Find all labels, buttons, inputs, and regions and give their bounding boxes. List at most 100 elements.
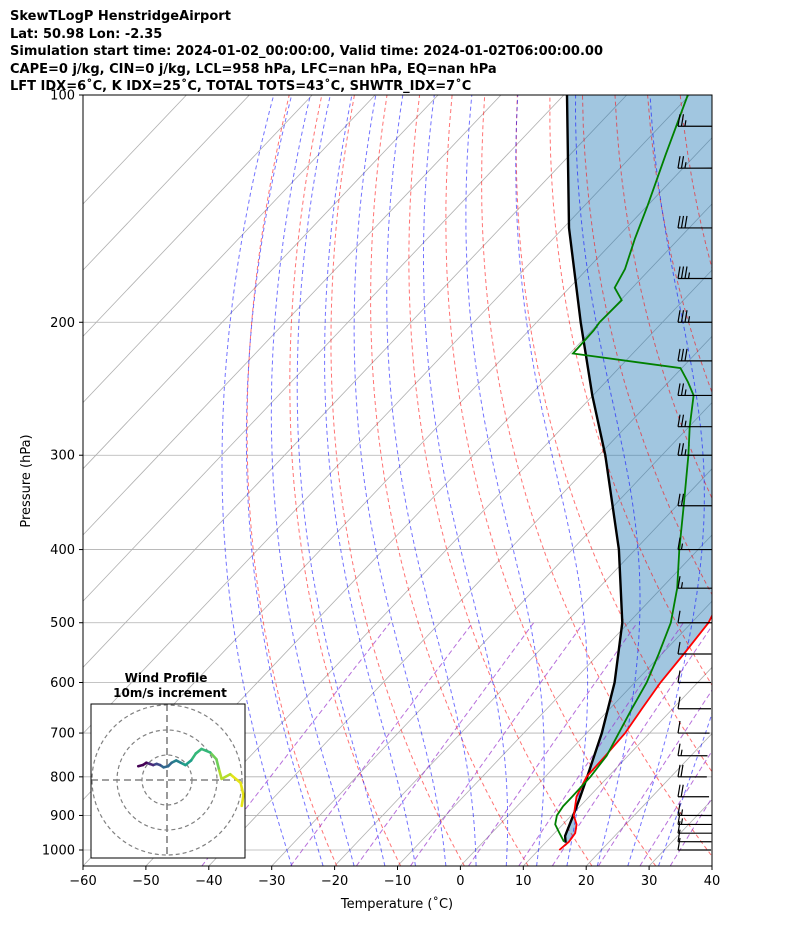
wind-barb-feather	[680, 383, 685, 396]
moist-adiabat-line	[353, 95, 447, 866]
wind-barb	[677, 310, 712, 323]
isotherm-line	[334, 468, 712, 866]
wind-barb-feather	[677, 829, 681, 842]
wind-barb	[677, 764, 707, 778]
wind-barb-half-feather	[680, 543, 684, 550]
isotherm-line	[83, 95, 690, 735]
wind-barb-feather	[680, 266, 685, 279]
y-axis-label: Pressure (hPa)	[19, 434, 34, 527]
y-tick-label: 300	[50, 449, 75, 464]
axes: −60 −50 −40 −30 −20 −10 0 10 20 30 40 100 200 300 400 5…	[42, 89, 720, 890]
x-tick-label: 10	[515, 874, 532, 889]
wind-barb-feather	[677, 383, 681, 396]
wind-barb-feather	[680, 114, 685, 127]
x-tick-label: −10	[384, 874, 411, 889]
dry-adiabat-line	[614, 95, 712, 500]
wind-barb-feather	[677, 156, 681, 169]
stability-indices-2: LFT IDX=6˚C, K IDX=25˚C, TOTAL TOTS=43˚C…	[10, 79, 472, 94]
wind-profile-inset: Wind Profile 10m/s increment	[90, 671, 246, 859]
isotherm-line	[208, 335, 712, 866]
wind-barb-feather	[677, 821, 681, 834]
moist-adiabat-line	[270, 95, 355, 866]
wind-barb	[677, 414, 712, 428]
isotherm-line	[523, 666, 712, 866]
wind-barb-feather	[680, 764, 684, 777]
mixing-ratio-line	[551, 625, 712, 866]
hodograph-segment	[200, 747, 212, 754]
dry-adiabat-line	[778, 95, 794, 866]
wind-barb-half-feather	[687, 316, 691, 323]
inset-frame	[90, 703, 246, 859]
wind-barb-feather	[677, 812, 681, 825]
wind-barb-half-feather	[684, 120, 687, 127]
isotherm-line	[83, 95, 502, 536]
wind-barb-feather	[677, 576, 681, 589]
wind-barb-feather	[677, 764, 681, 777]
x-tick-label: 40	[704, 874, 721, 889]
wind-barb-feather	[677, 266, 681, 279]
mixing-ratio-line	[468, 622, 638, 866]
adiabat-lines	[201, 95, 794, 866]
wind-barbs	[677, 114, 712, 851]
x-axis-label: Temperature (˚C)	[340, 896, 453, 912]
moist-adiabat-line	[245, 95, 324, 866]
wind-barb	[677, 641, 712, 655]
isotherm-line	[397, 534, 712, 866]
wind-barb-feather	[684, 348, 688, 361]
plot-area	[83, 95, 794, 866]
wind-barb-feather	[677, 670, 681, 683]
wind-barb	[677, 493, 712, 507]
temperature-profile-line	[558, 613, 712, 851]
wind-barb	[677, 743, 708, 757]
wind-barb	[677, 837, 711, 851]
wind-barb	[677, 720, 710, 734]
hodograph-segment	[220, 772, 232, 781]
wind-barb-feather	[677, 348, 681, 361]
x-tick-label: 20	[578, 874, 595, 889]
wind-barb-feather	[677, 696, 681, 709]
cape-fill	[559, 95, 712, 850]
wind-barb-feather	[677, 784, 681, 797]
moist-adiabat-line	[574, 95, 641, 866]
wind-barb-half-feather	[687, 272, 691, 279]
y-tick-label: 700	[50, 727, 75, 742]
hodograph-segment	[136, 763, 145, 768]
mixing-ratio-line	[669, 796, 712, 866]
wind-barb	[677, 696, 711, 710]
wind-barb	[677, 443, 712, 456]
wind-barb	[677, 215, 712, 229]
wind-barb-feather	[680, 215, 685, 229]
isotherm-line	[271, 401, 712, 866]
mixing-ratio-line	[409, 622, 585, 866]
wind-barb	[677, 803, 712, 817]
wind-barb-feather	[677, 837, 681, 851]
hodograph-segment	[215, 757, 221, 770]
moist-adiabat-line	[324, 95, 416, 866]
simulation-times: Simulation start time: 2024-01-02_00:00:…	[10, 44, 603, 59]
hodograph-segment	[240, 793, 245, 808]
stability-indices-1: CAPE=0 j/kg, CIN=0 j/kg, LCL=958 hPa, LF…	[10, 61, 497, 77]
wind-barb-feather	[677, 493, 681, 506]
wind-barb	[677, 156, 712, 169]
chart-header: SkewTLogP HenstridgeAirport Lat: 50.98 L…	[10, 8, 780, 96]
moist-adiabat-line	[423, 95, 509, 866]
wind-barb-feather	[684, 266, 688, 279]
y-tick-label: 900	[50, 809, 75, 824]
isotherm-line	[585, 732, 712, 866]
mixing-ratio-line	[639, 750, 712, 866]
wind-barb	[677, 348, 712, 362]
dry-adiabat-line	[289, 95, 402, 866]
moist-adiabat-line	[296, 95, 386, 866]
isotherm-line	[460, 600, 712, 866]
wind-barb-feather	[684, 215, 688, 229]
wind-barb-feather	[680, 784, 684, 797]
inset-subtitle: 10m/s increment	[113, 686, 227, 700]
wind-barb-feather	[677, 641, 681, 655]
moist-adiabat-line	[465, 95, 545, 866]
mixing-ratio-line	[290, 622, 474, 866]
wind-barb-feather	[677, 743, 681, 756]
station-coordinates: Lat: 50.98 Lon: -2.35	[10, 26, 163, 42]
dry-adiabat-line	[445, 95, 657, 866]
moist-adiabat-line	[627, 95, 705, 866]
dry-adiabat-line	[246, 95, 338, 866]
